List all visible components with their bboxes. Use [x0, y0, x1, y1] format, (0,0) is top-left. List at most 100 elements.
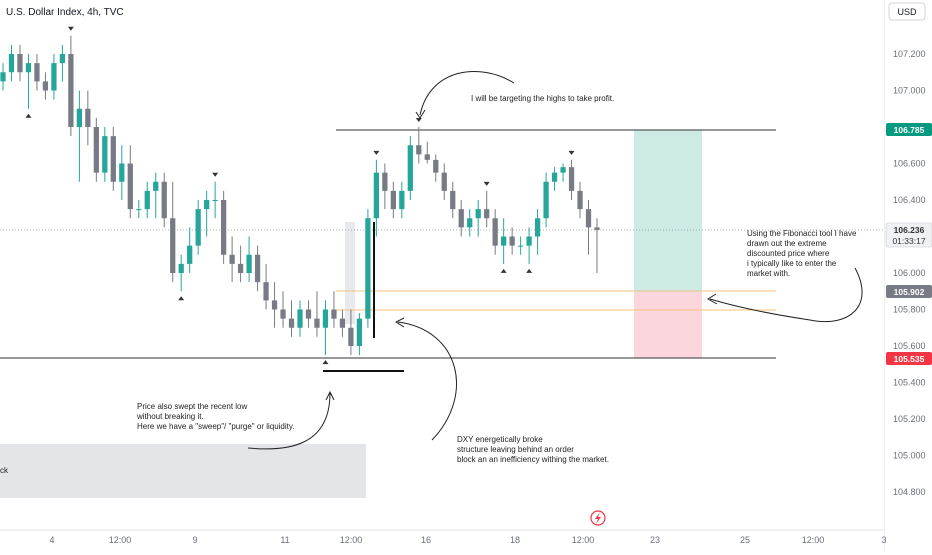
candle-body	[517, 245, 524, 247]
candle-body	[17, 54, 23, 73]
annotation-dxy-line-3: block an an inefficiency withing the mar…	[457, 455, 609, 464]
arrow-target-head	[415, 109, 426, 119]
annotation-fib-line-2: drawn out the extreme	[747, 239, 827, 248]
time-tick-label: 12:00	[572, 535, 595, 545]
candle-body	[42, 81, 49, 91]
candle-body	[280, 309, 286, 319]
fractal-low-marker	[500, 268, 507, 273]
candle-body	[441, 172, 447, 191]
candle-body	[322, 309, 329, 328]
arrow-dxy	[397, 321, 457, 441]
candle-body	[424, 154, 430, 160]
candle-body	[85, 108, 91, 127]
annotation-fib-line-4: i typically like to enter the	[747, 259, 837, 268]
candle-body	[161, 181, 167, 219]
candle-body	[365, 218, 371, 319]
candle-body	[305, 309, 312, 319]
fractal-low-marker	[322, 360, 329, 365]
price-tag-stop: 105.535	[886, 352, 932, 365]
time-tick-label: 23	[650, 535, 660, 545]
time-tick-label: 12:00	[802, 535, 825, 545]
candle-body	[551, 172, 558, 182]
annotation-sweep: Price also swept the recent low without …	[136, 402, 295, 431]
candle-body	[195, 209, 201, 246]
time-tick-label: 9	[192, 535, 197, 545]
candle-body	[416, 145, 422, 155]
candle-body	[254, 254, 261, 283]
candle-body	[467, 218, 473, 228]
arrow-fib	[709, 267, 863, 322]
annotation-target: I will be targeting the highs to take pr…	[471, 94, 614, 103]
candle-body	[220, 200, 227, 255]
candle-body	[110, 136, 116, 182]
lightning-icon[interactable]	[590, 510, 606, 526]
take-profit-zone[interactable]	[634, 130, 702, 292]
price-axis[interactable]	[885, 0, 932, 550]
fractal-low-marker	[526, 268, 533, 273]
arrow-sweep-head	[325, 390, 335, 401]
annotation-dxy-line-1: DXY energetically broke	[457, 435, 543, 444]
candle-body	[560, 167, 566, 173]
price-tag-current-text: 106.236	[894, 225, 925, 235]
annotation-dxy-line-2: structure leaving behind an order	[457, 445, 574, 454]
annotation-sweep-line-3: Here we have a "sweep"/ "purge" or liqui…	[137, 422, 295, 431]
candle-body	[594, 227, 600, 230]
annotation-sweep-line-2: without breaking it.	[136, 412, 204, 421]
currency-button[interactable]: USD	[888, 2, 926, 21]
candle-body	[25, 63, 32, 73]
fractal-high-marker	[373, 150, 380, 155]
price-tick-label: 107.200	[893, 49, 926, 59]
price-tick-label: 105.000	[893, 451, 926, 461]
arrow-dxy-head	[394, 317, 405, 328]
annotation-fib-line-1: Using the Fibonacci tool I have	[747, 229, 857, 238]
candle-body	[373, 172, 380, 219]
inefficiency-zone	[345, 222, 355, 324]
arrow-sweep	[247, 392, 331, 450]
price-tag-entry: 105.902	[886, 285, 932, 298]
candle-body	[399, 190, 405, 210]
candle-body	[0, 72, 6, 82]
stop-loss-zone[interactable]	[634, 292, 702, 358]
candle-body	[458, 209, 464, 228]
annotation-dxy: DXY energetically broke structure leavin…	[457, 435, 609, 464]
candle-body	[356, 318, 363, 346]
candle-body	[339, 318, 346, 328]
time-tick-label: 12:00	[109, 535, 132, 545]
candle-body	[119, 163, 125, 182]
annotation-arrows	[247, 71, 863, 450]
candle-body	[577, 190, 583, 210]
candle-body	[229, 254, 235, 264]
price-tick-label: 105.200	[893, 414, 926, 424]
candle-body	[568, 167, 575, 191]
time-tick-label: 18	[510, 535, 520, 545]
candle-body	[204, 200, 210, 210]
price-tick-label: 104.800	[893, 487, 926, 497]
candles	[0, 35, 600, 356]
candle-body	[534, 218, 541, 237]
price-tick-label: 105.400	[893, 378, 926, 388]
candle-body	[68, 54, 74, 127]
price-tag-entry-text: 105.902	[894, 287, 925, 297]
candle-body	[314, 318, 320, 328]
candle-body	[492, 218, 498, 246]
time-tick-label: 12:00	[340, 535, 363, 545]
candle-body	[153, 181, 159, 191]
chart-title: U.S. Dollar Index, 4h, TVC	[6, 7, 124, 18]
fractal-high-marker	[67, 26, 74, 31]
price-tick-label: 106.400	[893, 195, 926, 205]
price-tick-label: 105.600	[893, 341, 926, 351]
candle-body	[484, 209, 490, 219]
annotation-sweep-line-1: Price also swept the recent low	[137, 402, 247, 411]
candle-body	[127, 163, 133, 210]
candle-body	[433, 159, 439, 173]
time-tick-label: 25	[740, 535, 750, 545]
candle-body	[144, 190, 150, 210]
time-axis[interactable]: 4 12:00 9 11 12:00 16 18 12:00 23 25 12:00 3	[49, 535, 886, 545]
candle-body	[187, 245, 193, 264]
fractal-high-marker	[568, 150, 575, 155]
candle-body	[407, 145, 413, 191]
arrow-fib-head	[707, 293, 718, 305]
fractal-markers	[25, 26, 575, 365]
candle-body	[59, 54, 66, 64]
